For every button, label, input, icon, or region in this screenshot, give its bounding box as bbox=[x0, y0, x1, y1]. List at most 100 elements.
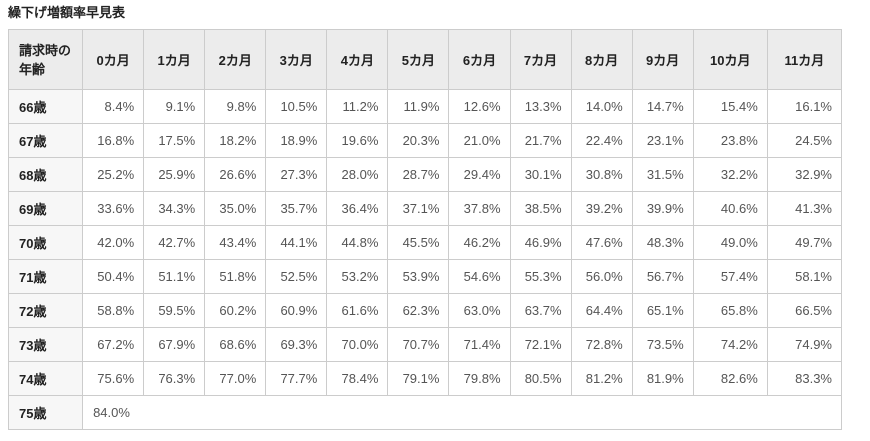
rate-cell: 60.2% bbox=[204, 293, 267, 328]
rate-cell: 9.1% bbox=[143, 89, 206, 124]
rate-cell: 80.5% bbox=[509, 361, 572, 396]
rate-cell: 28.0% bbox=[326, 157, 389, 192]
rate-cell: 78.4% bbox=[326, 361, 389, 396]
table-row: 70歳 42.0% 42.7% 43.4% 44.1% 44.8% 45.5% 46.2% 46… bbox=[7, 225, 843, 260]
rate-cell: 13.3% bbox=[509, 89, 572, 124]
rate-cell: 60.9% bbox=[265, 293, 328, 328]
month-header-0: 0カ月 bbox=[82, 29, 145, 90]
rate-cell: 77.0% bbox=[204, 361, 267, 396]
corner-header: 請求時の 年齢 bbox=[7, 29, 84, 90]
age-label: 69歳 bbox=[7, 191, 84, 226]
month-header-11: 11カ月 bbox=[766, 29, 843, 90]
rate-cell: 74.9% bbox=[766, 327, 843, 362]
rate-cell: 74.2% bbox=[692, 327, 768, 362]
rate-cell: 65.1% bbox=[631, 293, 694, 328]
rate-cell: 58.8% bbox=[82, 293, 145, 328]
rate-cell: 79.8% bbox=[448, 361, 511, 396]
rate-cell: 67.9% bbox=[143, 327, 206, 362]
rate-cell: 81.9% bbox=[631, 361, 694, 396]
rate-cell: 15.4% bbox=[692, 89, 768, 124]
rate-cell: 55.3% bbox=[509, 259, 572, 294]
age-label: 74歳 bbox=[7, 361, 84, 396]
rate-cell: 70.7% bbox=[387, 327, 450, 362]
rate-cell: 58.1% bbox=[766, 259, 843, 294]
rate-cell: 50.4% bbox=[82, 259, 145, 294]
rate-cell: 69.3% bbox=[265, 327, 328, 362]
rate-cell: 83.3% bbox=[766, 361, 843, 396]
rate-cell: 75.6% bbox=[82, 361, 145, 396]
rate-cell: 51.1% bbox=[143, 259, 206, 294]
table-row: 75歳 84.0% bbox=[7, 395, 842, 430]
rate-cell: 27.3% bbox=[265, 157, 328, 192]
header-row: 請求時の 年齢 0カ月 1カ月 2カ月 3カ月 4カ月 5カ月 6カ月 7カ月 … bbox=[7, 29, 843, 90]
rate-cell: 32.2% bbox=[692, 157, 768, 192]
rate-cell: 42.7% bbox=[143, 225, 206, 260]
table-body: 66歳 8.4% 9.1% 9.8% 10.5% 11.2% 11.9% 12.6% 13.3%… bbox=[7, 89, 843, 430]
rate-cell: 64.4% bbox=[570, 293, 633, 328]
rate-cell: 14.0% bbox=[570, 89, 633, 124]
rate-cell: 16.8% bbox=[82, 123, 145, 158]
rate-cell: 19.6% bbox=[326, 123, 389, 158]
rate-cell: 68.6% bbox=[204, 327, 267, 362]
rate-cell: 67.2% bbox=[82, 327, 145, 362]
rate-cell: 37.8% bbox=[448, 191, 511, 226]
table-row: 68歳 25.2% 25.9% 26.6% 27.3% 28.0% 28.7% 29.4% 30… bbox=[7, 157, 843, 192]
rate-cell: 23.8% bbox=[692, 123, 768, 158]
rate-cell: 59.5% bbox=[143, 293, 206, 328]
rate-cell: 30.1% bbox=[509, 157, 572, 192]
rate-cell: 53.9% bbox=[387, 259, 450, 294]
rate-cell: 21.7% bbox=[509, 123, 572, 158]
age-label: 70歳 bbox=[7, 225, 84, 260]
rate-cell: 37.1% bbox=[387, 191, 450, 226]
rate-cell: 45.5% bbox=[387, 225, 450, 260]
rate-cell: 16.1% bbox=[766, 89, 843, 124]
rate-cell: 63.7% bbox=[509, 293, 572, 328]
corner-header-line1: 請求時の bbox=[19, 42, 72, 58]
rate-cell: 24.5% bbox=[766, 123, 843, 158]
corner-header-line2: 年齢 bbox=[19, 61, 46, 77]
rate-cell: 47.6% bbox=[570, 225, 633, 260]
rate-cell: 54.6% bbox=[448, 259, 511, 294]
age-label: 67歳 bbox=[7, 123, 84, 158]
month-header-4: 4カ月 bbox=[326, 29, 389, 90]
rate-cell: 40.6% bbox=[692, 191, 768, 226]
rate-cell: 76.3% bbox=[143, 361, 206, 396]
rate-cell: 8.4% bbox=[82, 89, 145, 124]
month-header-8: 8カ月 bbox=[570, 29, 633, 90]
rate-cell: 70.0% bbox=[326, 327, 389, 362]
rate-cell: 49.7% bbox=[766, 225, 843, 260]
rate-cell: 38.5% bbox=[509, 191, 572, 226]
rate-cell: 48.3% bbox=[631, 225, 694, 260]
month-header-3: 3カ月 bbox=[265, 29, 328, 90]
rate-cell: 34.3% bbox=[143, 191, 206, 226]
rate-cell: 29.4% bbox=[448, 157, 511, 192]
rate-cell: 12.6% bbox=[448, 89, 511, 124]
month-header-10: 10カ月 bbox=[692, 29, 768, 90]
month-header-2: 2カ月 bbox=[204, 29, 267, 90]
rate-cell: 53.2% bbox=[326, 259, 389, 294]
table-row: 74歳 75.6% 76.3% 77.0% 77.7% 78.4% 79.1% 79.8% 80… bbox=[7, 361, 843, 396]
month-header-1: 1カ月 bbox=[143, 29, 206, 90]
table-row: 72歳 58.8% 59.5% 60.2% 60.9% 61.6% 62.3% 63.0% 63… bbox=[7, 293, 843, 328]
rate-cell: 57.4% bbox=[692, 259, 768, 294]
rate-cell: 44.1% bbox=[265, 225, 328, 260]
rate-cell: 79.1% bbox=[387, 361, 450, 396]
rate-cell: 25.9% bbox=[143, 157, 206, 192]
rate-cell: 46.9% bbox=[509, 225, 572, 260]
rate-cell: 22.4% bbox=[570, 123, 633, 158]
rate-cell: 66.5% bbox=[766, 293, 843, 328]
table-row: 69歳 33.6% 34.3% 35.0% 35.7% 36.4% 37.1% 37.8% 38… bbox=[7, 191, 843, 226]
age-label: 68歳 bbox=[7, 157, 84, 192]
rate-cell: 33.6% bbox=[82, 191, 145, 226]
rate-cell: 14.7% bbox=[631, 89, 694, 124]
rate-cell: 36.4% bbox=[326, 191, 389, 226]
rate-cell: 25.2% bbox=[82, 157, 145, 192]
rate-cell: 44.8% bbox=[326, 225, 389, 260]
rate-cell: 31.5% bbox=[631, 157, 694, 192]
rate-cell: 43.4% bbox=[204, 225, 267, 260]
rate-cell: 49.0% bbox=[692, 225, 768, 260]
rate-cell: 84.0% bbox=[82, 395, 842, 430]
rate-cell: 63.0% bbox=[448, 293, 511, 328]
rate-cell: 65.8% bbox=[692, 293, 768, 328]
